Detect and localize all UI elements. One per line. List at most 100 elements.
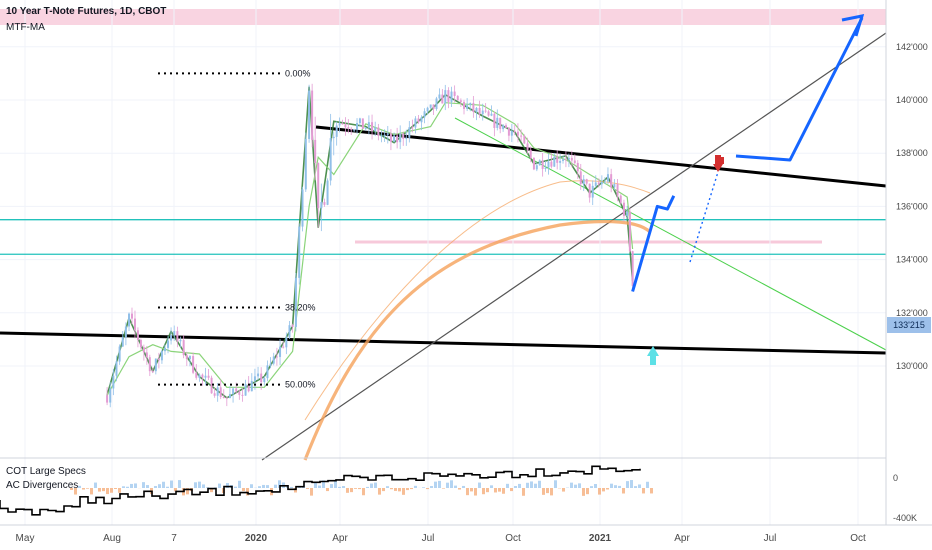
candle-body	[304, 138, 307, 190]
ac-histogram-bar	[370, 483, 373, 488]
candle-body	[192, 356, 195, 373]
candle-body	[553, 156, 556, 167]
candle-body	[441, 94, 444, 104]
candle-body	[136, 330, 139, 340]
candle-body	[247, 384, 250, 392]
ac-histogram-bar	[346, 488, 349, 493]
ac-histogram-bar	[602, 488, 605, 492]
ac-histogram-bar	[306, 488, 309, 489]
ac-histogram-bar	[518, 483, 521, 488]
candle-body	[529, 149, 532, 158]
candle-body	[323, 202, 326, 205]
x-tick-label: Apr	[674, 533, 690, 544]
candle-body	[600, 181, 603, 185]
candle-body	[541, 160, 544, 169]
candle-body	[597, 182, 600, 185]
ac-histogram-bar	[646, 481, 649, 488]
lower-trend-line	[0, 331, 887, 355]
candle-body	[145, 352, 148, 358]
candle-body	[538, 160, 541, 166]
candle-body	[435, 98, 438, 109]
ac-histogram-bar	[446, 482, 449, 488]
slow-moving-average	[303, 219, 652, 461]
candle-body	[213, 393, 216, 396]
ac-divergences-label[interactable]: AC Divergences	[6, 480, 79, 491]
ac-histogram-bar	[598, 488, 601, 495]
ac-histogram-bar	[226, 483, 229, 488]
ac-histogram-bar	[422, 487, 425, 488]
candle-body	[429, 104, 432, 108]
candle-body	[320, 202, 323, 209]
candle-body	[562, 159, 565, 161]
candle-body	[326, 180, 329, 205]
cot-large-specs-label[interactable]: COT Large Specs	[6, 466, 86, 477]
candle-body	[235, 388, 238, 392]
chart-title[interactable]: 10 Year T-Note Futures, 1D, CBOT	[6, 6, 167, 17]
ac-histogram-bar	[478, 482, 481, 488]
candle-body	[475, 107, 478, 113]
candle-body	[176, 331, 179, 342]
x-tick-label: 7	[171, 533, 177, 544]
ac-histogram-bar	[294, 488, 297, 493]
candle-body	[573, 160, 576, 163]
ac-histogram-bar	[642, 488, 645, 494]
candle-body	[484, 110, 487, 112]
candle-body	[253, 376, 256, 381]
candle-body	[317, 163, 320, 209]
ac-histogram-bar	[278, 480, 281, 488]
candle-body	[405, 137, 408, 139]
candle-body	[128, 313, 131, 327]
candle-body	[399, 133, 402, 143]
candle-body	[628, 211, 631, 252]
ac-histogram-bar	[398, 488, 401, 492]
candle-body	[285, 337, 288, 348]
candle-body	[133, 318, 136, 331]
chart-grid	[0, 0, 886, 525]
indicator-label[interactable]: MTF-MA	[6, 22, 45, 33]
candle-body	[496, 117, 499, 128]
candle-body	[610, 174, 613, 188]
ac-histogram-bar	[78, 485, 81, 488]
ac-histogram-bar	[490, 485, 493, 488]
ac-histogram-bar	[542, 488, 545, 495]
candle-body	[291, 325, 294, 327]
support-resistance-lines	[0, 32, 887, 461]
candle-body	[459, 100, 462, 102]
candle-body	[288, 325, 291, 338]
ac-histogram-bar	[506, 483, 509, 488]
ac-histogram-bar	[414, 485, 417, 488]
ac-histogram-bar	[554, 480, 557, 488]
ac-histogram-bar	[214, 487, 217, 488]
candle-body	[502, 125, 505, 130]
candle-body	[478, 107, 481, 115]
candle-body	[115, 361, 118, 376]
candle-body	[301, 189, 304, 227]
candle-body	[160, 351, 163, 361]
fib-level-label: 0.00%	[285, 68, 311, 78]
candle-body	[112, 375, 115, 389]
candle-body	[516, 131, 519, 136]
ac-histogram-bar	[514, 486, 517, 488]
fibonacci-levels: 0.00% 38.20% 50.00%	[158, 68, 316, 390]
x-tick-label: Jul	[764, 533, 777, 544]
candle-body	[157, 358, 160, 361]
lower-indicator-panel	[0, 465, 653, 516]
candle-body	[616, 184, 619, 196]
candle-body	[332, 136, 335, 139]
ac-histogram-bar	[402, 488, 405, 495]
candle-body	[353, 129, 356, 131]
y-tick-label: 130'000	[896, 361, 928, 371]
ac-histogram-bar	[130, 483, 133, 488]
candle-body	[389, 133, 392, 142]
ac-histogram-bar	[314, 482, 317, 488]
ac-histogram-bar	[374, 482, 377, 488]
candle-body	[371, 122, 374, 132]
candle-body	[626, 211, 629, 216]
candle-body	[505, 125, 508, 128]
ac-histogram-bar	[354, 488, 357, 489]
candle-body	[204, 375, 207, 378]
x-tick-label: Oct	[505, 533, 521, 544]
y-tick-label: 140'000	[896, 95, 928, 105]
